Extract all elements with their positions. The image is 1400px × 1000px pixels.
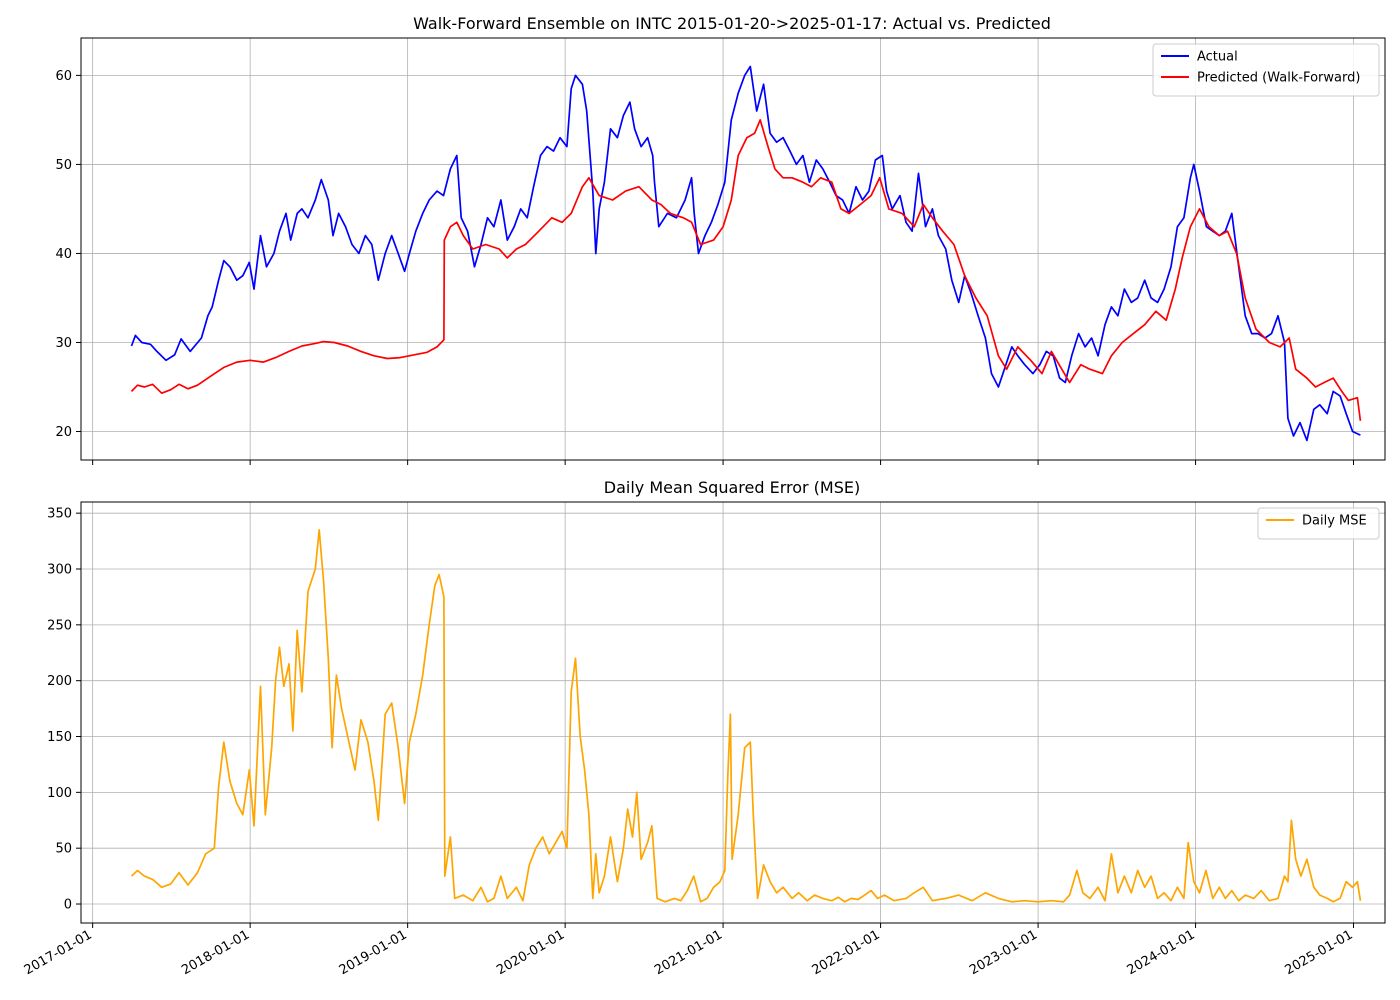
y-axis: 20 30 40 50 60 (55, 69, 81, 440)
y-tick-label: 250 (47, 618, 72, 633)
legend: Actual Predicted (Walk-Forward) (1152, 43, 1380, 97)
legend: Daily MSE (1257, 507, 1380, 540)
y-tick-label: 20 (55, 425, 72, 440)
legend-label: Actual (1197, 50, 1238, 65)
y-tick-label: 0 (64, 898, 72, 913)
legend-label: Predicted (Walk-Forward) (1197, 71, 1360, 86)
plot-lines (130, 529, 1362, 903)
legend-box (1257, 507, 1380, 540)
plot-area-frame (80, 37, 1386, 461)
grid-lines (81, 38, 1385, 460)
legend-box (1152, 43, 1380, 97)
plot-area-frame (80, 501, 1386, 924)
actual-vs-predicted-chart: Walk-Forward Ensemble on INTC 2015-01-20… (55, 14, 1386, 465)
series-line-daily-mse (130, 529, 1362, 903)
chart-title: Walk-Forward Ensemble on INTC 2015-01-20… (413, 14, 1051, 33)
y-tick-label: 200 (47, 674, 72, 689)
series-line-predicted-walk-forward (130, 119, 1362, 421)
plot-lines (130, 65, 1362, 442)
y-tick-label: 100 (47, 786, 72, 801)
y-tick-label: 300 (47, 563, 72, 578)
y-tick-label: 150 (47, 730, 72, 745)
y-tick-label: 350 (47, 507, 72, 522)
y-tick-label: 40 (55, 247, 72, 262)
y-tick-label: 50 (55, 158, 72, 173)
y-tick-label: 30 (55, 336, 72, 351)
chart-title: Daily Mean Squared Error (MSE) (604, 478, 860, 497)
series-line-actual (130, 65, 1361, 442)
legend-label: Daily MSE (1302, 514, 1367, 529)
y-axis: 0 50 100 150 200 250 300 350 (47, 507, 81, 913)
y-tick-label: 50 (55, 842, 72, 857)
x-axis (92, 460, 1355, 465)
y-tick-label: 60 (55, 69, 72, 84)
